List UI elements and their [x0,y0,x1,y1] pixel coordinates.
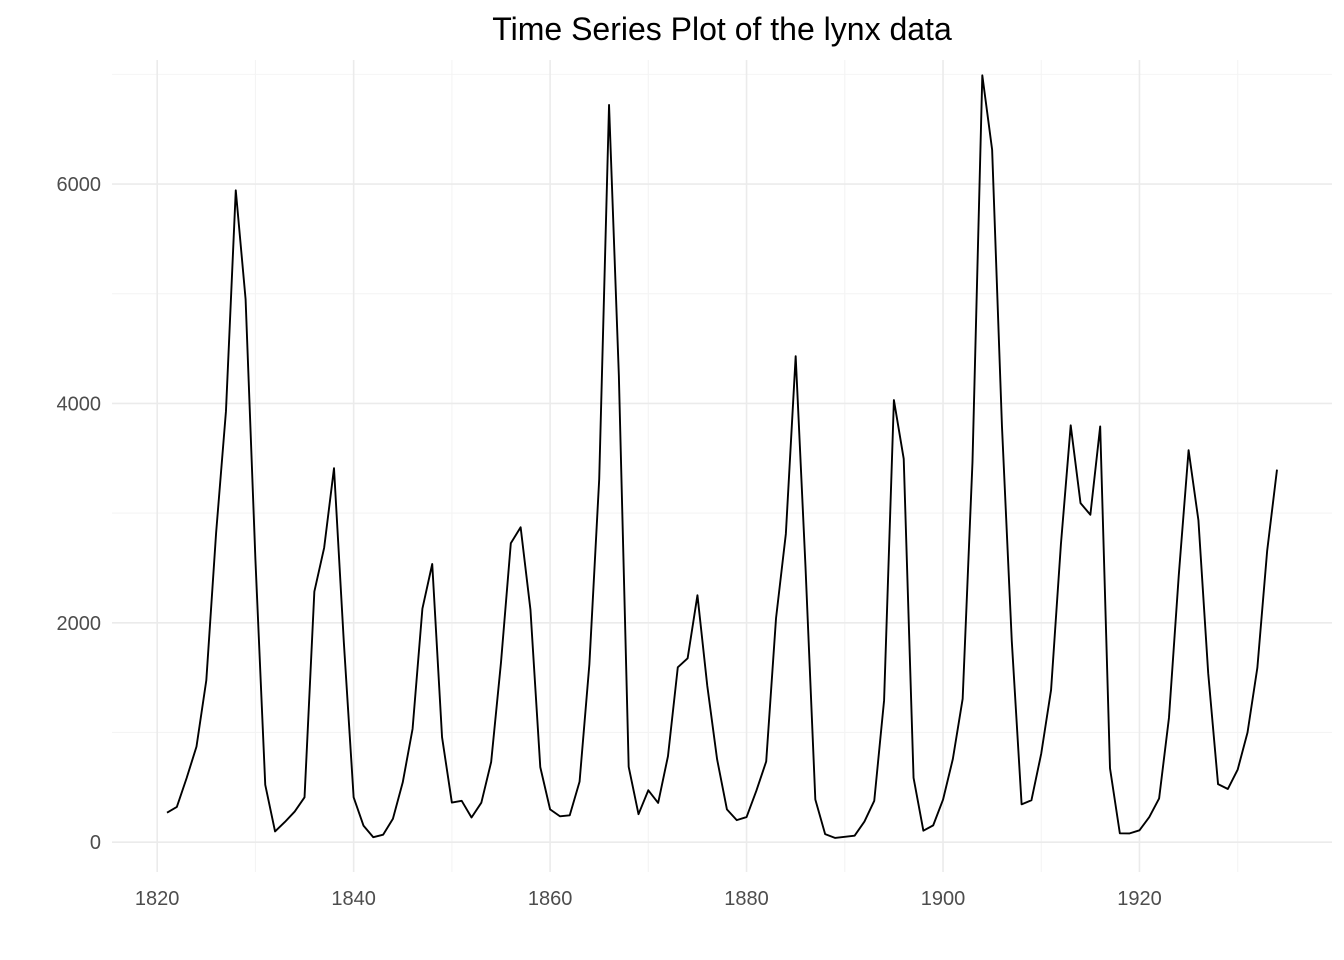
x-tick-label: 1880 [724,888,769,910]
y-axis-tick-labels: 0 2000 4000 6000 [57,174,102,854]
minor-gridlines [112,60,1332,872]
major-gridlines [112,60,1332,872]
x-tick-label: 1900 [921,888,966,910]
x-axis-tick-labels: 1820 1840 1860 1880 1900 1920 [135,888,1162,910]
y-tick-label: 4000 [57,393,102,415]
lynx-series-line [166,74,1278,839]
chart-title: Time Series Plot of the lynx data [492,11,952,47]
y-tick-label: 0 [90,832,101,854]
x-tick-label: 1860 [528,888,573,910]
x-tick-label: 1840 [331,888,376,910]
y-tick-label: 6000 [57,174,102,196]
x-tick-label: 1820 [135,888,180,910]
y-tick-label: 2000 [57,613,102,635]
x-tick-label: 1920 [1117,888,1162,910]
